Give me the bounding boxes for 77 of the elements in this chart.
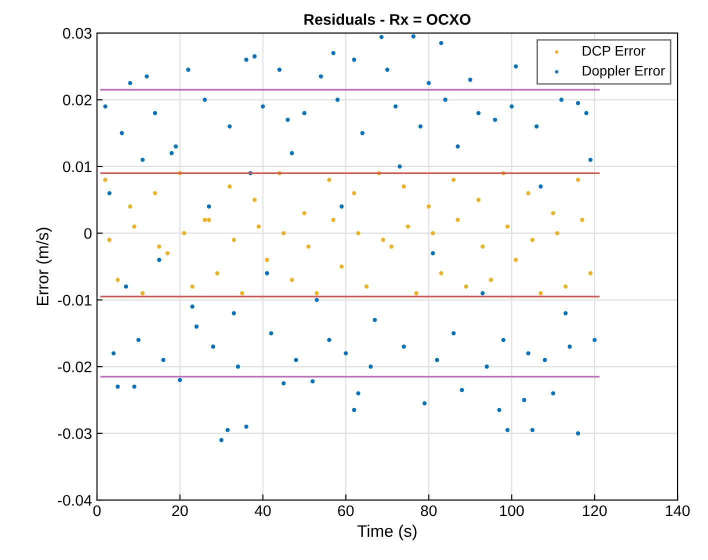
x-tick-label: 100 [500,505,524,516]
x-axis-title: Time (s) [357,524,416,540]
point [264,258,270,262]
point [340,264,344,269]
x-tick-label: 0 [93,505,101,516]
point [132,224,136,229]
point [107,238,112,242]
point [352,191,356,196]
chart-title: Residuals - Rx = OCXO [304,14,470,25]
x-tick-label: 80 [420,505,437,516]
point [252,198,257,202]
point [215,271,220,276]
point [327,178,332,182]
point [430,231,435,236]
legend-label: Doppler Error [582,65,665,78]
x-tick-label: 60 [338,505,354,516]
y-tick-label: -0.01 [58,294,92,306]
point [232,238,236,242]
y-tick-label: -0.02 [58,362,92,372]
y-axis-title: Error (m/s) [36,228,52,305]
point [103,178,108,182]
point [306,244,311,249]
point [505,224,510,229]
point [514,258,518,262]
point [538,291,543,296]
point [476,198,481,202]
point [530,238,534,242]
point [456,218,460,222]
point [282,231,286,236]
point [580,218,584,222]
x-tick-label: 20 [172,505,188,516]
point [116,278,120,282]
point [290,278,294,282]
point [331,218,336,222]
point [480,244,485,249]
x-tick-label: 120 [583,505,607,516]
point [240,291,244,296]
point [206,218,212,222]
point [157,244,162,249]
point [190,284,194,289]
point [256,224,261,229]
point [228,184,232,189]
point [564,284,568,289]
point [452,178,456,182]
point [356,231,360,236]
point [314,291,319,296]
x-tick-label: 40 [254,505,271,516]
point [555,231,560,236]
point [414,291,418,296]
point [152,191,158,196]
point [381,238,386,242]
point [402,184,406,189]
y-tick-label: 0 [84,228,92,239]
point [576,178,580,182]
y-tick-label: 0.02 [63,94,92,106]
point [182,231,186,236]
point [364,284,369,289]
point [140,291,145,296]
point [526,191,530,196]
point [439,271,444,276]
point [488,278,494,282]
point [202,218,207,222]
point [128,204,132,209]
point [426,204,431,209]
point [406,224,410,229]
point [551,211,556,216]
point [588,271,593,276]
y-tick-label: -0.03 [58,428,92,440]
point [464,284,468,289]
point [302,211,306,216]
point [165,251,170,256]
y-tick-label: 0.01 [63,161,92,172]
x-tick-label: 140 [666,505,690,516]
y-tick-label: 0.03 [63,28,92,39]
legend-label: DCP Error [582,46,646,56]
point [389,244,394,249]
y-tick-label: -0.04 [58,494,92,506]
